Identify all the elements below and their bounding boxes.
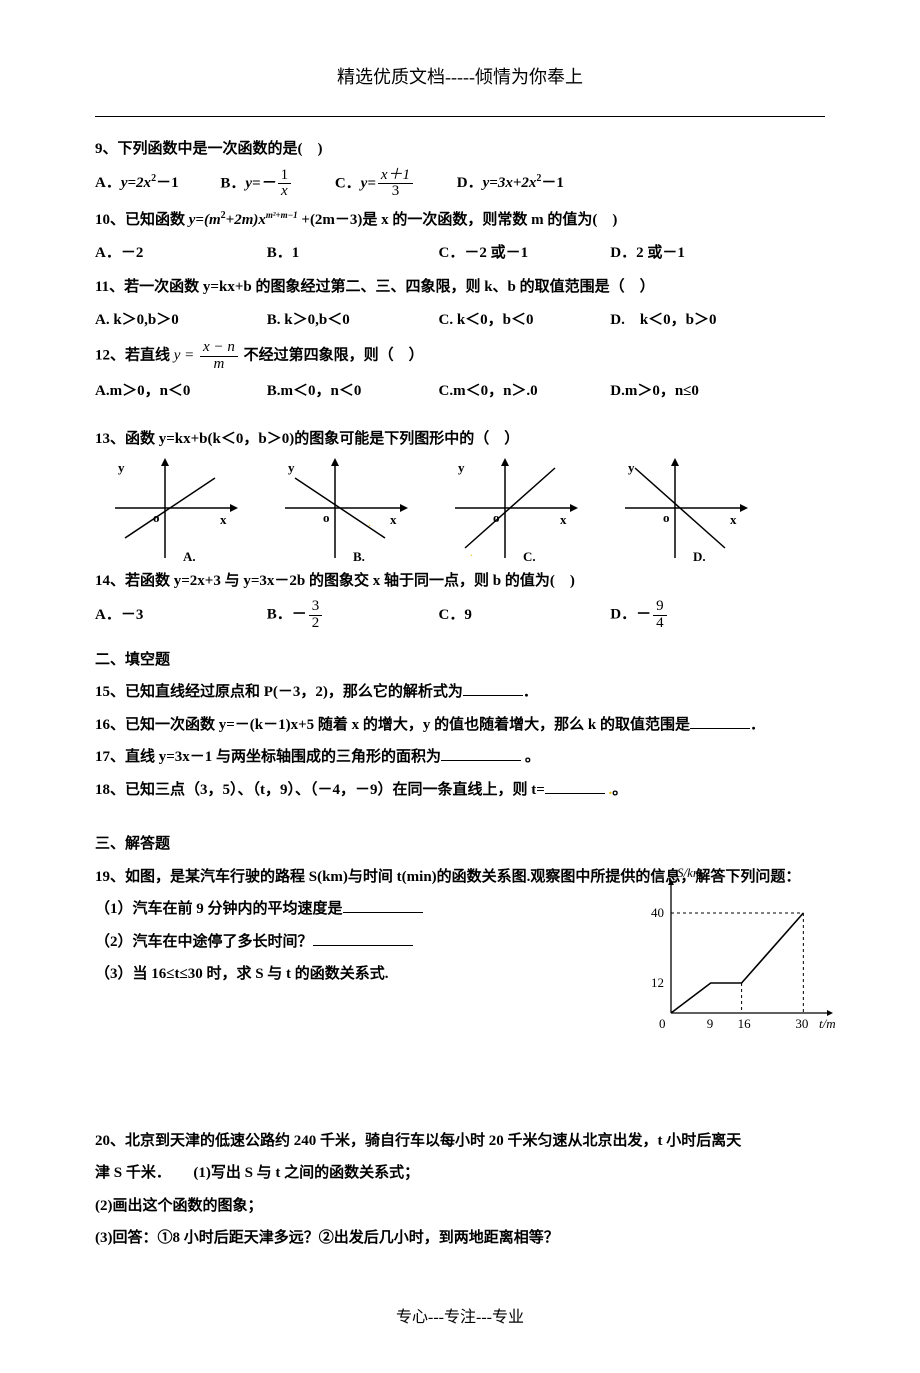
q19: 19、如图，是某汽车行驶的路程 S(km)与时间 t(min)的函数关系图.观察… bbox=[95, 863, 825, 989]
q14-opt-c: C．9 bbox=[439, 601, 607, 630]
q10-opt-b: B．1 bbox=[267, 239, 435, 268]
svg-text:D.: D. bbox=[693, 549, 706, 563]
q11-opt-a: A. k＞0,b＞0 bbox=[95, 306, 263, 335]
svg-text:y: y bbox=[628, 460, 635, 475]
q13-graph-A: y x o A. bbox=[95, 458, 255, 563]
q12-stem: 12、若直线 y = x − nm 不经过第四象限，则（ ） bbox=[95, 340, 825, 373]
svg-text:o: o bbox=[153, 510, 160, 525]
q17: 17、直线 y=3x－1 与两坐标轴围成的三角形的面积为 。 bbox=[95, 743, 825, 772]
q12-opt-a: A.m＞0，n＜0 bbox=[95, 377, 263, 406]
svg-text:.: . bbox=[470, 545, 473, 559]
svg-text:30: 30 bbox=[795, 1016, 808, 1031]
q15: 15、已知直线经过原点和 P(－3，2)，那么它的解析式为． bbox=[95, 678, 825, 707]
q14-options: A．－3 B．－32 C．9 D．－94 bbox=[95, 599, 825, 632]
q14-stem: 14、若函数 y=2x+3 与 y=3x－2b 的图象交 x 轴于同一点，则 b… bbox=[95, 567, 825, 596]
q11-opt-d: D. k＜0，b＞0 bbox=[610, 306, 778, 335]
svg-text:16: 16 bbox=[738, 1016, 752, 1031]
svg-text:y: y bbox=[458, 460, 465, 475]
q12-opt-d: D.m＞0，n≤0 bbox=[610, 377, 778, 406]
q14-opt-a: A．－3 bbox=[95, 601, 263, 630]
q13-graph-D: y x o D. bbox=[605, 458, 765, 563]
svg-text:.: . bbox=[368, 515, 371, 529]
svg-text:t/min: t/min bbox=[819, 1016, 835, 1031]
q13-graph-C: y x o C. . bbox=[435, 458, 595, 563]
q16: 16、已知一次函数 y=－(k－1)x+5 随着 x 的增大，y 的值也随着增大… bbox=[95, 711, 825, 740]
page-footer: 专心---专注---专业 bbox=[95, 1303, 825, 1333]
q10-options: A．－2 B．1 C．－2 或－1 D．2 或－1 bbox=[95, 239, 825, 268]
q11-opt-c: C. k＜0，b＜0 bbox=[439, 306, 607, 335]
svg-text:C.: C. bbox=[523, 549, 536, 563]
q17-blank bbox=[441, 745, 521, 761]
q20-l1: 20、北京到天津的低速公路约 240 千米，骑自行车以每小时 20 千米匀速从北… bbox=[95, 1127, 825, 1156]
q14-opt-b: B．－32 bbox=[267, 599, 435, 632]
q9-stem: 9、下列函数中是一次函数的是( ) bbox=[95, 135, 825, 164]
section-2: 二、填空题 bbox=[95, 646, 825, 675]
q20-l3: (2)画出这个函数的图象； bbox=[95, 1192, 825, 1221]
header-rule bbox=[95, 116, 825, 117]
q12-opt-b: B.m＜0，n＜0 bbox=[267, 377, 435, 406]
q10-opt-a: A．－2 bbox=[95, 239, 263, 268]
q18-blank bbox=[545, 778, 605, 794]
svg-text:x: x bbox=[390, 512, 397, 527]
svg-text:40: 40 bbox=[651, 905, 664, 920]
q20-l2: 津 S 千米． (1)写出 S 与 t 之间的函数关系式； bbox=[95, 1159, 825, 1188]
q15-blank bbox=[463, 680, 523, 696]
q11-options: A. k＞0,b＞0 B. k＞0,b＜0 C. k＜0，b＜0 D. k＜0，… bbox=[95, 306, 825, 335]
svg-text:x: x bbox=[560, 512, 567, 527]
svg-text:A.: A. bbox=[183, 549, 196, 563]
section-3: 三、解答题 bbox=[95, 830, 825, 859]
svg-text:o: o bbox=[663, 510, 670, 525]
svg-text:y: y bbox=[288, 460, 295, 475]
q14-opt-d: D．－94 bbox=[610, 599, 778, 632]
q19-blank2 bbox=[313, 930, 413, 946]
page-header: 精选优质文档-----倾情为你奉上 bbox=[95, 60, 825, 98]
q9-opt-b: B．y=－1x bbox=[220, 168, 293, 201]
q9-opt-a: A．y=2x2－1 bbox=[95, 169, 179, 198]
q16-blank bbox=[690, 713, 750, 729]
q11-stem: 11、若一次函数 y=kx+b 的图象经过第二、三、四象限，则 k、b 的取值范… bbox=[95, 273, 825, 302]
q9-opt-d: D．y=3x+2x2－1 bbox=[457, 169, 564, 198]
svg-text:9: 9 bbox=[707, 1016, 714, 1031]
svg-text:S/km: S/km bbox=[677, 865, 702, 880]
svg-text:0: 0 bbox=[659, 1016, 666, 1031]
q10-opt-c: C．－2 或－1 bbox=[439, 239, 607, 268]
svg-text:x: x bbox=[220, 512, 227, 527]
svg-text:12: 12 bbox=[651, 975, 664, 990]
q10-stem: 10、已知函数 y=(m2+2m)xm²+m−1 +(2m－3)是 x 的一次函… bbox=[95, 206, 825, 235]
q9-opt-c: C．y=x＋13 bbox=[335, 168, 415, 201]
q9-options: A．y=2x2－1 B．y=－1x C．y=x＋13 D．y=3x+2x2－1 bbox=[95, 168, 825, 201]
q12-opt-c: C.m＜0，n＞.0 bbox=[439, 377, 607, 406]
q13-graphs: y x o A. y x o B. . y x o C. . bbox=[95, 458, 825, 563]
svg-text:x: x bbox=[730, 512, 737, 527]
q20-l4: (3)回答：①8 小时后距天津多远？②出发后几小时，到两地距离相等？ bbox=[95, 1224, 825, 1253]
svg-text:y: y bbox=[118, 460, 125, 475]
q18: 18、已知三点（3，5）、（t，9）、（－4，－9）在同一条直线上，则 t= .… bbox=[95, 776, 825, 805]
q13-stem: 13、函数 y=kx+b(k＜0，b＞0)的图象可能是下列图形中的（ ） bbox=[95, 425, 825, 454]
q19-blank1 bbox=[343, 897, 423, 913]
q19-graph: S/km t/min 40 12 0 9 16 30 bbox=[635, 863, 835, 1044]
q13-graph-B: y x o B. . bbox=[265, 458, 425, 563]
q12-options: A.m＞0，n＜0 B.m＜0，n＜0 C.m＜0，n＞.0 D.m＞0，n≤0 bbox=[95, 377, 825, 406]
svg-text:o: o bbox=[323, 510, 330, 525]
svg-text:o: o bbox=[493, 510, 500, 525]
svg-text:B.: B. bbox=[353, 549, 365, 563]
q10-opt-d: D．2 或－1 bbox=[610, 239, 778, 268]
q11-opt-b: B. k＞0,b＜0 bbox=[267, 306, 435, 335]
